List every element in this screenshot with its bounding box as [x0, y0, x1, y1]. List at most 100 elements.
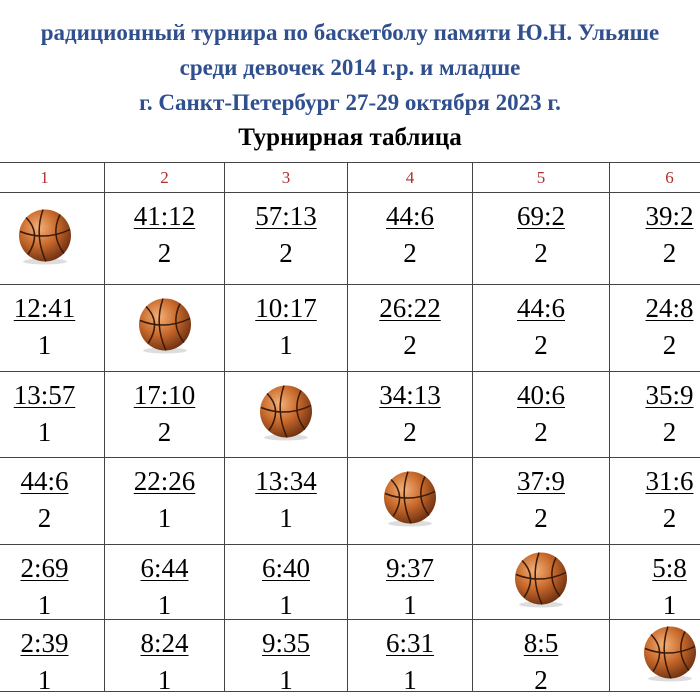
points: 2 — [157, 417, 172, 447]
score: 6:40 — [261, 553, 310, 583]
table-cell — [224, 371, 348, 458]
table-cell: 31:6 2 — [609, 457, 700, 545]
table-cell: 69:2 2 — [472, 192, 610, 285]
points: 2 — [534, 330, 548, 360]
score: 6:31 — [385, 628, 434, 658]
score: 37:9 — [516, 466, 565, 496]
score: 22:26 — [133, 466, 196, 496]
points: 2 — [662, 238, 677, 268]
column-header: 4 — [347, 162, 473, 193]
points: 1 — [403, 665, 417, 695]
table-cell — [347, 457, 473, 545]
table-cell: 13:34 1 — [224, 457, 348, 545]
score: 10:17 — [255, 293, 317, 323]
table-cell: 6:31 1 — [347, 619, 473, 695]
table-cell: 44:6 2 — [472, 284, 610, 372]
score: 5:8 — [652, 553, 687, 583]
points: 2 — [403, 330, 417, 360]
score: 9:37 — [385, 553, 434, 583]
table-cell: 6:44 1 — [104, 544, 225, 620]
points: 2 — [662, 503, 677, 533]
table-cell: 17:10 2 — [104, 371, 225, 458]
basketball-icon — [257, 383, 315, 446]
points: 1 — [279, 503, 293, 533]
table-cell: 40:6 2 — [472, 371, 610, 458]
score: 57:13 — [255, 201, 317, 231]
title-line: среди девочек 2014 г.р. и младше — [179, 55, 521, 80]
score: 24:8 — [645, 293, 694, 323]
points: 1 — [403, 590, 417, 620]
table-cell: 2:69 1 — [0, 544, 105, 620]
table-cell: 8:5 2 — [472, 619, 610, 695]
table-cell: 9:35 1 — [224, 619, 348, 695]
points: 2 — [534, 665, 548, 695]
basketball-icon — [512, 551, 570, 614]
table-cell — [609, 619, 700, 692]
score: 8:5 — [523, 628, 559, 658]
points: 2 — [662, 330, 677, 360]
score: 12:41 — [13, 293, 76, 323]
table-cell: 13:57 1 — [0, 371, 105, 458]
points: 2 — [37, 503, 52, 533]
basketball-icon — [16, 207, 74, 270]
score: 2:39 — [20, 628, 69, 658]
points: 2 — [534, 417, 548, 447]
points: 1 — [37, 590, 52, 620]
table-cell: 39:2 2 — [609, 192, 700, 285]
points: 1 — [37, 417, 52, 447]
points: 2 — [534, 503, 548, 533]
table-cell — [104, 284, 225, 372]
table-cell: 37:9 2 — [472, 457, 610, 545]
score: 8:24 — [140, 628, 189, 658]
table-cell: 5:8 1 — [609, 544, 700, 620]
points: 2 — [279, 238, 293, 268]
score: 9:35 — [261, 628, 310, 658]
table-cell — [0, 192, 105, 285]
points: 1 — [662, 590, 677, 620]
table-cell: 44:6 2 — [347, 192, 473, 285]
table-cell: 12:41 1 — [0, 284, 105, 372]
table-cell: 9:37 1 — [347, 544, 473, 620]
table-cell: 2:39 1 — [0, 619, 105, 695]
score: 26:22 — [379, 293, 441, 323]
score: 13:34 — [255, 466, 317, 496]
table-cell: 10:17 1 — [224, 284, 348, 372]
column-header: 2 — [104, 162, 225, 193]
points: 2 — [403, 238, 417, 268]
score: 39:2 — [645, 201, 694, 231]
score: 2:69 — [20, 553, 69, 583]
points: 1 — [37, 330, 52, 360]
column-header: 6 — [609, 162, 700, 193]
score: 40:6 — [516, 380, 565, 410]
table-cell: 35:9 2 — [609, 371, 700, 458]
score: 69:2 — [516, 201, 565, 231]
table-cell: 22:26 1 — [104, 457, 225, 545]
points: 2 — [157, 238, 172, 268]
score: 31:6 — [645, 466, 694, 496]
table-cell: 6:40 1 — [224, 544, 348, 620]
table-cell: 24:8 2 — [609, 284, 700, 372]
points: 2 — [534, 238, 548, 268]
table-title: Турнирная таблица — [238, 124, 462, 151]
column-header: 3 — [224, 162, 348, 193]
points: 1 — [279, 590, 293, 620]
score: 44:6 — [20, 466, 69, 496]
table-cell: 34:13 2 — [347, 371, 473, 458]
points: 1 — [279, 665, 293, 695]
basketball-icon — [641, 624, 699, 687]
points: 1 — [157, 590, 172, 620]
table-cell: 8:24 1 — [104, 619, 225, 695]
table-cell: 26:22 2 — [347, 284, 473, 372]
points: 1 — [37, 665, 52, 695]
points: 1 — [157, 665, 172, 695]
basketball-icon — [136, 297, 194, 360]
score: 13:57 — [13, 380, 76, 410]
basketball-icon — [381, 470, 439, 533]
score: 35:9 — [645, 380, 694, 410]
table-cell: 57:13 2 — [224, 192, 348, 285]
points: 1 — [157, 503, 172, 533]
score: 44:6 — [385, 201, 434, 231]
title-line: радиционный турнира по баскетболу памяти… — [40, 20, 660, 45]
title-line: г. Санкт-Петербург 27-29 октября 2023 г. — [139, 90, 561, 115]
